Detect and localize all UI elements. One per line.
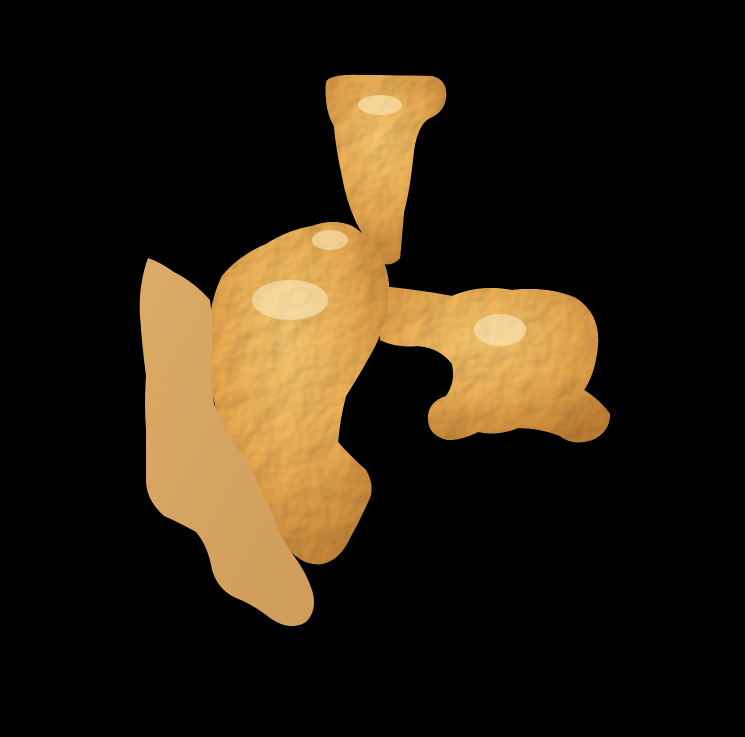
molecule-cut-face bbox=[139, 258, 314, 627]
molecule-stem-top bbox=[325, 74, 447, 265]
molecule-lobe-right bbox=[380, 286, 610, 443]
surface-highlights bbox=[252, 95, 526, 346]
